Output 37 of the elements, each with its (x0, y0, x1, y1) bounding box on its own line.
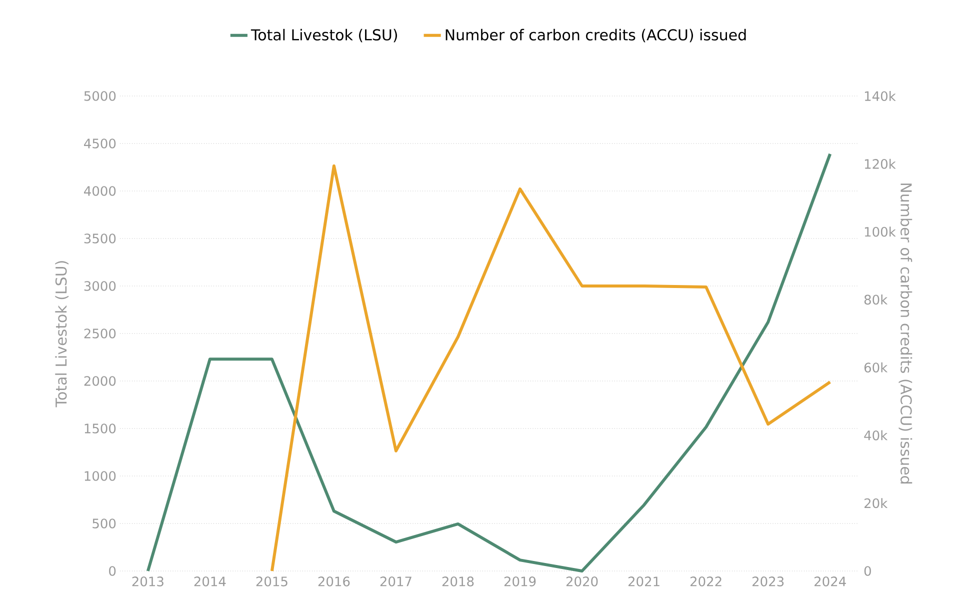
x-tick-label: 2014 (194, 576, 226, 586)
x-tick-label: 2021 (628, 576, 660, 586)
x-tick-label: 2020 (566, 576, 598, 586)
y2-axis-title: Number of carbon credits (ACCU) issued (898, 184, 912, 484)
x-tick-label: 2018 (442, 576, 474, 586)
y-tick-label: 5000 (84, 91, 116, 101)
legend-label: Total Livestok (LSU) (250, 28, 397, 42)
y-tick-label: 3500 (84, 234, 116, 244)
y2-tick-label: 40k (864, 430, 888, 440)
line-series (270, 164, 832, 572)
y2-tick-label: 80k (864, 294, 888, 305)
y-tick-label: 1000 (84, 471, 116, 481)
y2-tick-label: 20k (864, 498, 888, 508)
x-tick-label: 2019 (504, 576, 536, 586)
y-tick-label: 2000 (84, 376, 116, 386)
y-tick-label: 2500 (84, 328, 116, 338)
y2-tick-label: 60k (864, 362, 888, 372)
x-tick-label: 2013 (132, 576, 164, 586)
y-tick-label: 0 (109, 566, 116, 576)
y-axis-title: Total Livestok (LSU) (55, 261, 69, 408)
x-tick-label: 2015 (256, 576, 288, 586)
y-tick-label: 3000 (84, 281, 116, 291)
legend-label: Number of carbon credits (ACCU) issued (446, 28, 746, 42)
y2-tick-label: 100k (864, 226, 896, 237)
y2-tick-label: 0 (864, 566, 871, 576)
x-tick-label: 2022 (690, 576, 722, 586)
y-tick-label: 500 (92, 518, 116, 528)
x-tick-label: 2016 (318, 576, 350, 586)
y-tick-label: 4500 (84, 138, 116, 148)
x-tick-label: 2023 (752, 576, 784, 586)
y-tick-label: 4000 (84, 186, 116, 196)
x-tick-label: 2024 (814, 576, 846, 586)
y2-tick-label: 120k (864, 158, 896, 169)
line-series (146, 152, 832, 572)
y-tick-label: 1500 (84, 424, 116, 434)
x-tick-label: 2017 (380, 576, 412, 586)
y2-tick-label: 140k (864, 90, 896, 102)
